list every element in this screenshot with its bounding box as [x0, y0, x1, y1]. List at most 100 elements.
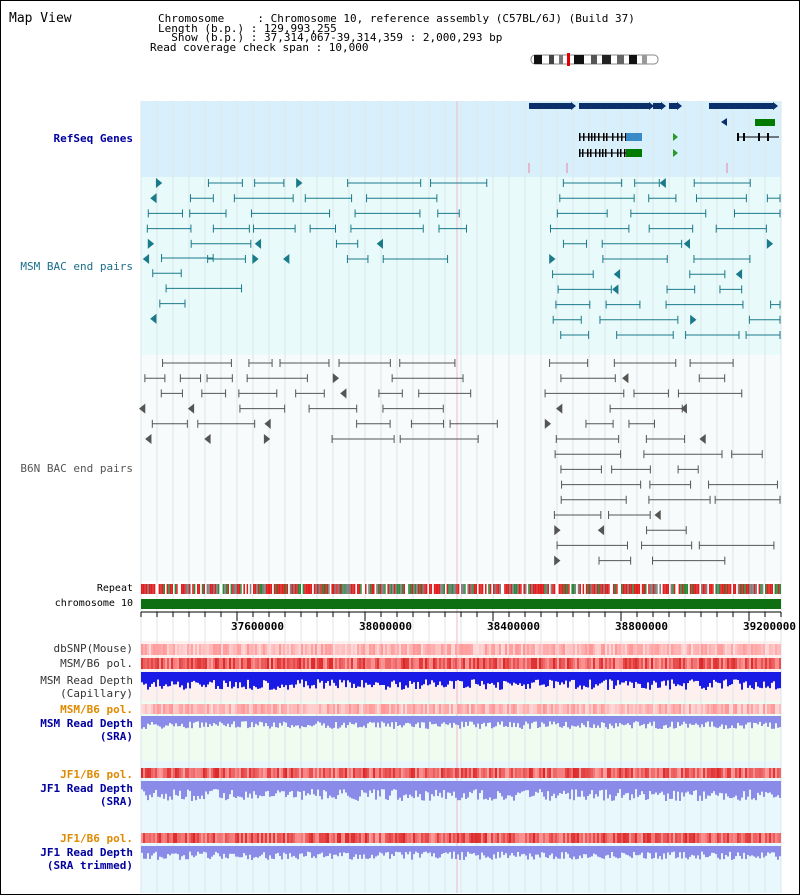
polymorphism-mark: [665, 704, 667, 714]
repeat-mark: [427, 584, 429, 594]
read-depth-bar: [473, 716, 475, 725]
polymorphism-mark: [151, 644, 153, 655]
read-depth-bar: [641, 846, 643, 853]
read-depth-bar: [767, 781, 769, 794]
read-depth-bar: [561, 846, 563, 853]
read-depth-bar: [669, 716, 671, 727]
read-depth-bar: [637, 716, 639, 722]
refseq-gene-arrow: [649, 102, 654, 110]
polymorphism-mark: [517, 644, 519, 655]
polymorphism-mark: [641, 833, 643, 843]
read-depth-bar: [245, 781, 247, 792]
read-depth-bar: [253, 672, 255, 686]
polymorphism-mark: [379, 644, 381, 655]
read-depth-bar: [391, 846, 393, 855]
read-depth-bar: [405, 672, 407, 686]
chromosome-ideogram[interactable]: [1, 1, 800, 71]
polymorphism-mark: [705, 658, 707, 669]
read-depth-bar: [235, 716, 237, 728]
polymorphism-mark: [677, 833, 679, 843]
polymorphism-mark: [667, 768, 669, 778]
read-depth-bar: [731, 716, 733, 726]
read-depth-bar: [659, 846, 661, 857]
repeat-mark: [769, 584, 772, 594]
polymorphism-mark: [535, 768, 537, 778]
read-depth-bar: [779, 716, 781, 728]
polymorphism-mark: [251, 833, 253, 843]
polymorphism-mark: [195, 644, 197, 655]
polymorphism-mark: [255, 644, 257, 655]
read-depth-bar: [339, 672, 341, 680]
polymorphism-mark: [155, 768, 157, 778]
repeat-mark: [621, 584, 623, 594]
read-depth-bar: [269, 672, 271, 690]
polymorphism-mark: [257, 704, 259, 714]
repeat-mark: [768, 584, 770, 594]
repeat-mark: [321, 584, 324, 594]
polymorphism-mark: [751, 658, 753, 669]
polymorphism-mark: [325, 704, 327, 714]
read-depth-bar: [173, 716, 175, 727]
read-depth-bar: [323, 846, 325, 858]
read-depth-bar: [151, 672, 153, 684]
read-depth-bar: [499, 716, 501, 725]
polymorphism-mark: [777, 658, 779, 669]
read-depth-bar: [303, 672, 305, 688]
repeat-mark: [720, 584, 722, 594]
read-depth-bar: [761, 716, 763, 726]
polymorphism-mark: [733, 644, 735, 655]
read-depth-bar: [513, 672, 515, 683]
polymorphism-mark: [389, 768, 391, 778]
bac-end-arrow: [544, 418, 552, 429]
polymorphism-mark: [157, 704, 159, 714]
read-depth-bar: [403, 672, 405, 690]
read-depth-bar: [587, 672, 589, 688]
repeat-mark: [241, 584, 244, 594]
polymorphism-mark: [299, 833, 301, 843]
repeat-mark: [659, 584, 661, 594]
bac-end-arrow: [376, 238, 383, 249]
read-depth-bar: [199, 781, 201, 799]
polymorphism-mark: [143, 644, 145, 655]
polymorphism-mark: [719, 768, 721, 778]
polymorphism-mark: [223, 644, 225, 655]
polymorphism-mark: [271, 833, 273, 843]
polymorphism-mark: [575, 768, 577, 778]
polymorphism-mark: [745, 704, 747, 714]
read-depth-bar: [325, 781, 327, 792]
polymorphism-mark: [259, 768, 261, 778]
polymorphism-mark: [287, 658, 289, 669]
polymorphism-mark: [353, 658, 355, 669]
polymorphism-mark: [369, 644, 371, 655]
polymorphism-mark: [225, 833, 227, 843]
polymorphism-mark: [747, 658, 749, 669]
read-depth-bar: [755, 846, 757, 858]
read-depth-bar: [441, 716, 443, 724]
polymorphism-mark: [549, 768, 551, 778]
read-depth-bar: [273, 846, 275, 860]
polymorphism-mark: [475, 833, 477, 843]
polymorphism-mark: [757, 833, 759, 843]
repeat-mark: [197, 584, 199, 594]
polymorphism-mark: [159, 658, 161, 669]
read-depth-bar: [597, 846, 599, 857]
repeat-mark: [707, 584, 709, 594]
read-depth-bar: [283, 846, 285, 853]
read-depth-bar: [241, 672, 243, 688]
read-depth-bar: [283, 672, 285, 688]
polymorphism-mark: [499, 658, 501, 669]
repeat-mark: [643, 584, 645, 594]
polymorphism-mark: [257, 768, 259, 778]
polymorphism-mark: [675, 768, 677, 778]
repeat-mark: [326, 584, 329, 594]
read-depth-bar: [341, 672, 343, 683]
read-depth-bar: [687, 846, 689, 860]
polymorphism-mark: [403, 704, 405, 714]
read-depth-bar: [253, 781, 255, 792]
polymorphism-mark: [729, 833, 731, 843]
polymorphism-mark: [625, 768, 627, 778]
polymorphism-mark: [695, 644, 697, 655]
read-depth-bar: [449, 781, 451, 793]
read-depth-bar: [203, 716, 205, 727]
